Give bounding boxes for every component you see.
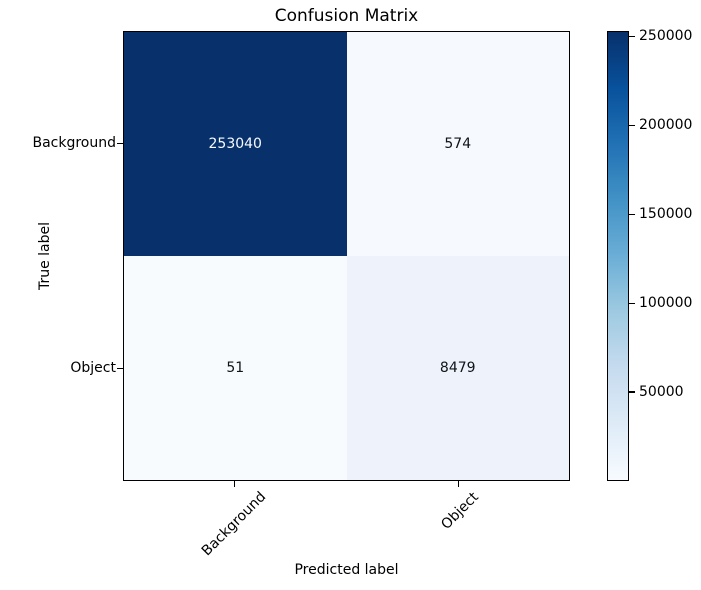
cell-true-object-pred-background: 51: [124, 256, 347, 480]
cell-value: 574: [444, 136, 472, 152]
cell-value: 8479: [439, 360, 476, 376]
x-tick-label-object: Object: [438, 489, 482, 533]
y-tick-label-background: Background: [32, 135, 116, 151]
y-axis-label: True label: [37, 221, 53, 291]
x-tick-label-background: Background: [198, 488, 270, 560]
heatmap-axes: 253040 574 51 8479: [123, 31, 570, 481]
y-tick-mark-background: [117, 142, 123, 144]
cell-value: 51: [226, 360, 245, 376]
cell-true-background-pred-object: 574: [346, 32, 569, 256]
colorbar-tick-mark: [629, 124, 635, 127]
x-tick-mark-object: [457, 481, 459, 487]
colorbar-tick-label: 100000: [639, 295, 693, 312]
colorbar-gradient: [608, 32, 628, 480]
colorbar-tick-mark: [629, 302, 635, 304]
colorbar-tick-mark: [629, 391, 635, 393]
colorbar-tick-label: 200000: [639, 117, 693, 134]
x-axis-label: Predicted label: [294, 562, 399, 578]
x-tick-mark-background: [233, 481, 235, 487]
y-tick-label-object: Object: [70, 360, 116, 376]
colorbar: [607, 31, 629, 481]
colorbar-tick-label: 50000: [639, 384, 684, 401]
cell-value: 253040: [208, 136, 262, 152]
colorbar-tick-label: 150000: [639, 206, 693, 223]
chart-title: Confusion Matrix: [274, 6, 419, 26]
colorbar-tick-label: 250000: [639, 28, 693, 45]
colorbar-tick-mark: [629, 213, 635, 215]
cell-true-object-pred-object: 8479: [346, 256, 569, 480]
colorbar-tick-mark: [629, 35, 635, 38]
cell-true-background-pred-background: 253040: [124, 32, 347, 256]
y-tick-mark-object: [117, 367, 123, 369]
